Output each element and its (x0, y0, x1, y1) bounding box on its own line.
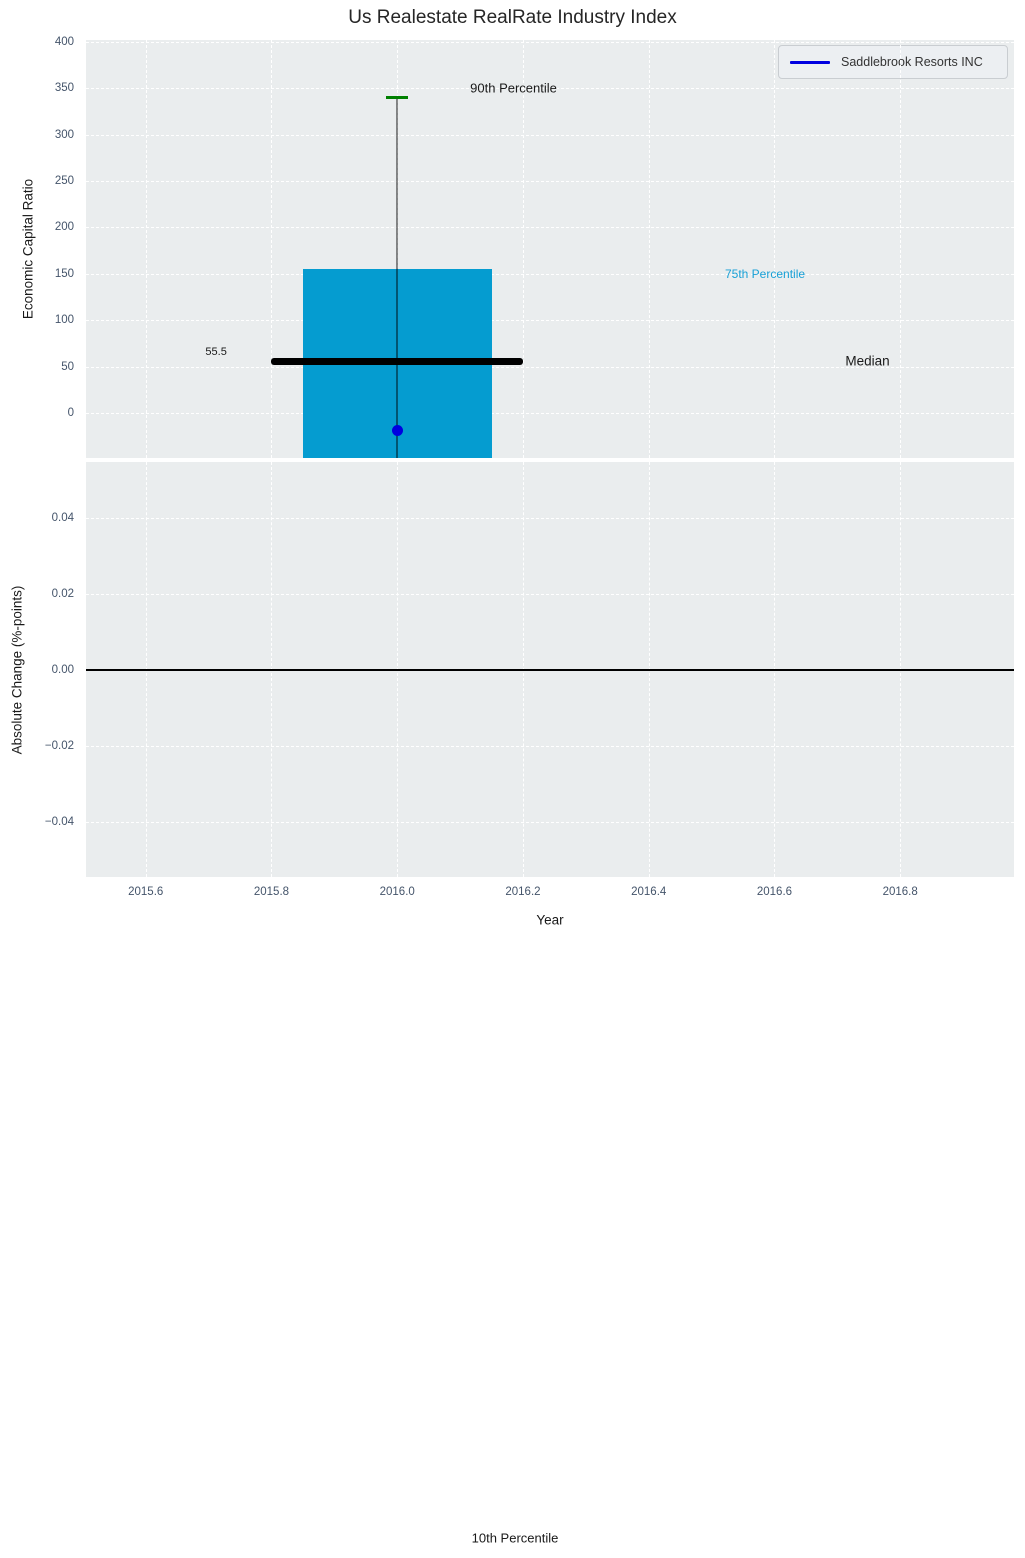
p90-cap (386, 96, 409, 100)
y-tick-label: 250 (54, 175, 74, 188)
gridline-vertical (397, 40, 399, 458)
y-tick-label: 350 (54, 82, 74, 95)
gridline-vertical (271, 40, 273, 458)
y-tick-label: 0 (67, 406, 74, 419)
y-tick-label: 200 (54, 221, 74, 234)
gridline-vertical (900, 40, 902, 458)
chart-title: Us Realestate RealRate Industry Index (348, 7, 677, 28)
y-tick-label: −0.04 (44, 815, 74, 828)
annotation: Median (845, 353, 890, 369)
annotation-10th-percentile: 10th Percentile (471, 1530, 559, 1546)
y-axis-label-economic-capital-ratio: Economic Capital Ratio (20, 178, 36, 320)
gridline-horizontal (86, 181, 1014, 183)
x-tick-label: 2015.8 (253, 886, 290, 898)
gridline-horizontal (86, 821, 1014, 823)
x-tick-label: 2016.4 (631, 886, 667, 898)
y-tick-label: 400 (54, 35, 74, 48)
gridline-horizontal (86, 134, 1014, 136)
zero-line (86, 669, 1014, 671)
x-tick-label: 2016.8 (882, 886, 918, 898)
gridline-vertical (522, 40, 524, 458)
gridline-horizontal (86, 227, 1014, 229)
y-tick-label: 0.00 (51, 663, 74, 676)
y-tick-label: 300 (54, 128, 74, 141)
annotation: 55.5 (205, 345, 227, 358)
y-tick-label: 100 (54, 314, 74, 327)
y-tick-label: 0.02 (51, 587, 74, 600)
median-line (271, 358, 523, 365)
y-tick-label: 50 (61, 360, 74, 373)
x-axis-label-year: Year (536, 912, 564, 928)
legend: Saddlebrook Resorts INC (778, 45, 1008, 79)
annotation: 90th Percentile (470, 80, 557, 96)
gridline-horizontal (86, 88, 1014, 90)
x-tick-label: 2015.6 (128, 886, 164, 898)
gridline-horizontal (86, 41, 1014, 43)
company-marker (391, 425, 403, 437)
percentile-whisker-line (396, 97, 398, 458)
x-tick-label: 2016.6 (756, 886, 793, 898)
gridline-horizontal (86, 593, 1014, 595)
gridline-horizontal (86, 412, 1014, 414)
annotation: 75th Percentile (724, 266, 806, 281)
gridline-vertical (145, 40, 147, 458)
y-tick-label: −0.02 (44, 739, 74, 752)
y-tick-label: 0.04 (51, 511, 74, 524)
x-tick-label: 2016.0 (379, 886, 415, 898)
gridline-vertical (648, 40, 650, 458)
legend-line-icon (790, 60, 830, 64)
gridline-horizontal (86, 745, 1014, 747)
gridline-horizontal (86, 517, 1014, 519)
legend-label: Saddlebrook Resorts INC (841, 55, 983, 69)
y-tick-label: 150 (54, 267, 74, 280)
gridline-horizontal (86, 320, 1014, 322)
gridline-horizontal (86, 366, 1014, 368)
x-tick-label: 2016.2 (505, 886, 541, 898)
gridline-horizontal (86, 273, 1014, 275)
axes-absolute-change (86, 462, 1014, 877)
gridline-vertical (774, 40, 776, 458)
axes-economic-capital-ratio: Saddlebrook Resorts INC (86, 40, 1014, 458)
